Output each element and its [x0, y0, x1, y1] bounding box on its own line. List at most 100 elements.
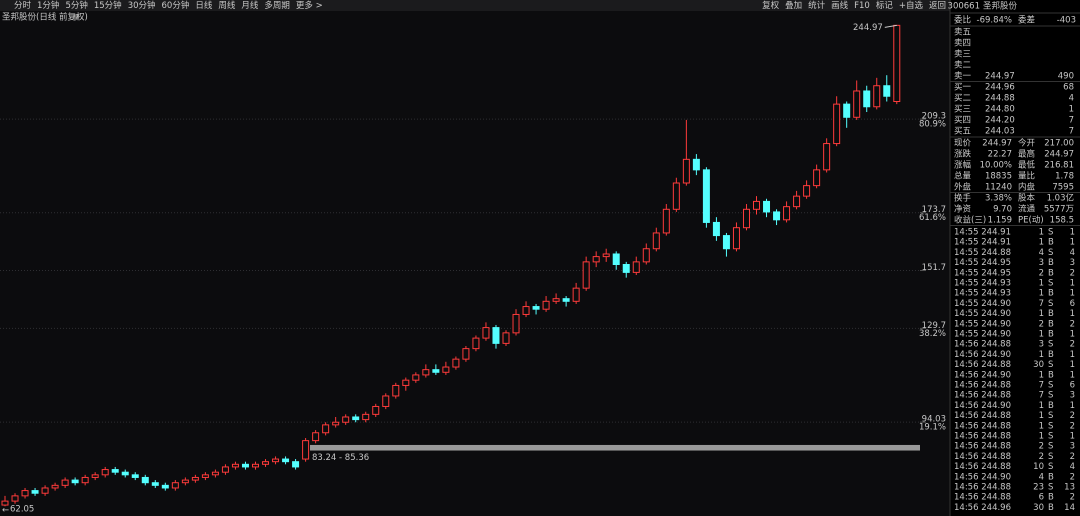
- trade-time: 14:56: [954, 432, 979, 442]
- period-tab[interactable]: 60分钟: [162, 0, 190, 11]
- trade-volume: 1: [1039, 421, 1044, 431]
- candle-body: [151, 482, 159, 486]
- period-tab[interactable]: 15分钟: [94, 0, 122, 11]
- candle-body: [803, 185, 811, 197]
- stock-name: 圣邦股份: [983, 1, 1018, 12]
- stat-value: 18835: [985, 172, 1012, 182]
- trade-time: 14:56: [954, 442, 979, 452]
- book-price: 244.96: [985, 83, 1015, 93]
- period-tab[interactable]: 周线: [218, 0, 236, 11]
- candle-body: [352, 416, 360, 421]
- y-tick-pct: 80.9%: [919, 120, 946, 130]
- period-tab[interactable]: 多周期: [264, 0, 290, 11]
- trade-time: 14:55: [954, 268, 979, 278]
- candle-body: [302, 440, 310, 460]
- tool-button[interactable]: 画线: [831, 0, 849, 11]
- trade-side: B: [1048, 309, 1054, 319]
- tool-button[interactable]: +自选: [899, 0, 924, 11]
- candle-body: [472, 337, 480, 350]
- trade-price: 244.95: [981, 258, 1011, 268]
- tool-button[interactable]: 标记: [876, 0, 894, 11]
- candle-body: [702, 169, 710, 223]
- candle-body: [412, 374, 420, 381]
- candle-body: [71, 479, 79, 484]
- y-tick-pct: 61.6%: [919, 213, 946, 223]
- trade-price: 244.90: [981, 330, 1011, 340]
- max-label: 244.97: [853, 23, 883, 33]
- stat-value: 7595: [1052, 183, 1074, 193]
- candle-body: [31, 490, 39, 494]
- period-tab[interactable]: 30分钟: [128, 0, 156, 11]
- trade-price: 244.88: [981, 248, 1011, 258]
- trade-time: 14:55: [954, 319, 979, 329]
- period-tab[interactable]: 1分钟: [37, 0, 59, 11]
- tool-button[interactable]: F10: [854, 1, 870, 11]
- period-tab[interactable]: 分时: [14, 0, 32, 11]
- settings-icon[interactable]: [73, 14, 79, 20]
- trade-price: 244.88: [981, 381, 1011, 391]
- trade-side: B: [1048, 238, 1054, 248]
- stat-label: 收益(三): [954, 215, 986, 226]
- trade-count: 2: [1070, 319, 1075, 329]
- trade-time: 14:56: [954, 462, 979, 472]
- candle-body: [562, 298, 570, 302]
- trade-count: 2: [1070, 472, 1075, 482]
- trade-side: B: [1048, 370, 1054, 380]
- trade-side: B: [1048, 503, 1054, 513]
- tool-button[interactable]: 复权: [762, 0, 780, 11]
- trade-side: S: [1048, 442, 1053, 452]
- trade-price: 244.88: [981, 360, 1011, 370]
- candle-body: [282, 458, 290, 463]
- trade-time: 14:55: [954, 228, 979, 238]
- period-tab[interactable]: 日线: [195, 0, 213, 11]
- candle-body: [632, 261, 640, 273]
- candle-body: [492, 327, 500, 344]
- trade-count: 2: [1070, 268, 1075, 278]
- candle-body: [552, 298, 560, 302]
- trade-volume: 1: [1039, 238, 1044, 248]
- candle-body: [682, 158, 690, 184]
- period-tab[interactable]: 更多 >: [296, 0, 323, 11]
- trade-side: B: [1048, 401, 1054, 411]
- trade-price: 244.88: [981, 442, 1011, 452]
- trade-time: 14:56: [954, 401, 979, 411]
- period-tab[interactable]: 月线: [241, 0, 259, 11]
- trade-count: 1: [1070, 350, 1075, 360]
- trade-side: B: [1048, 493, 1054, 503]
- trade-count: 2: [1070, 493, 1075, 503]
- trade-volume: 2: [1039, 268, 1044, 278]
- trade-volume: 6: [1039, 493, 1044, 503]
- trade-volume: 2: [1039, 452, 1044, 462]
- candle-body: [241, 463, 249, 468]
- stat-label: 涨跌: [954, 149, 972, 160]
- trade-side: S: [1048, 228, 1053, 238]
- trade-volume: 1: [1039, 411, 1044, 421]
- candle-body: [111, 469, 119, 473]
- candle-body: [502, 332, 510, 344]
- candle-body: [642, 248, 650, 263]
- trade-time: 14:55: [954, 279, 979, 289]
- trade-price: 244.91: [981, 238, 1011, 248]
- tool-button[interactable]: 叠加: [785, 0, 802, 11]
- book-label: 卖三: [954, 50, 971, 60]
- stat-label: PE(动): [1018, 215, 1044, 226]
- candle-body: [652, 232, 660, 250]
- max-pointer: [884, 24, 897, 28]
- trade-price: 244.93: [981, 289, 1011, 299]
- trade-time: 14:55: [954, 330, 979, 340]
- candle-body: [672, 182, 680, 210]
- y-tick-label: 94.03: [922, 415, 946, 425]
- period-tab[interactable]: 5分钟: [65, 0, 87, 11]
- tool-button[interactable]: 统计: [808, 0, 826, 11]
- trade-volume: 2: [1039, 319, 1044, 329]
- trade-time: 14:55: [954, 289, 979, 299]
- candle-body: [131, 474, 139, 478]
- y-tick-label: 209.3: [922, 112, 946, 122]
- candle-body: [252, 463, 259, 468]
- book-label: 卖二: [954, 61, 972, 71]
- tool-button[interactable]: 返回: [929, 0, 946, 11]
- candle-body: [442, 366, 450, 373]
- trade-time: 14:56: [954, 360, 979, 370]
- stat-value: 10.00%: [980, 161, 1012, 171]
